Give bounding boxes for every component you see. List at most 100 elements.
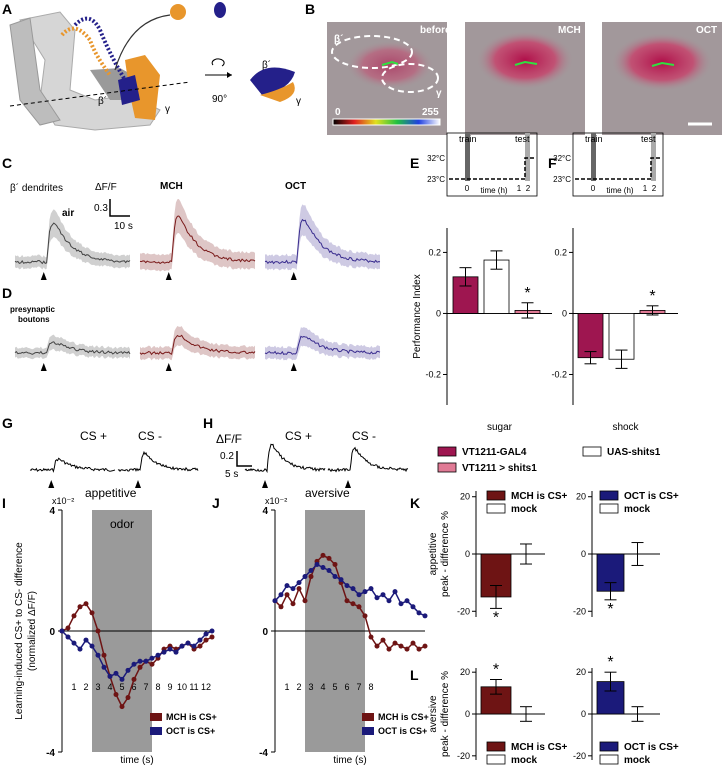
x-tick-label: 2 [296,682,301,692]
data-point [362,589,368,595]
y-tick-label: -20 [573,606,586,616]
trace [29,457,116,473]
x-tick-label: 3 [95,682,100,692]
data-point [197,637,203,643]
legend-label: MCH is CS+ [378,712,429,722]
x-tick-label: 7 [356,682,361,692]
scale-bar [236,451,252,467]
data-point [422,613,428,619]
data-point [284,592,290,598]
y-tick-label: 0.2 [428,247,441,257]
x-tick-label: 6 [344,682,349,692]
data-point [338,577,344,583]
odor-label: OCT [285,181,306,192]
y-tick-label: -20 [573,751,586,761]
data-point [362,613,368,619]
data-point [356,604,362,610]
data-point [137,664,143,670]
trace [327,446,409,473]
image-label: MCH [558,25,581,36]
data-point [380,637,386,643]
beta-label: β´ [334,34,343,45]
panel-label: E [410,155,419,171]
data-point [197,643,203,649]
stimulus-arrow [135,480,141,488]
stimulus-label: CS - [138,429,162,443]
error-bar [490,250,503,270]
data-point [185,640,191,646]
data-point [149,655,155,661]
error-bar [604,671,617,692]
region-label: presynaptic [10,305,55,314]
data-point [173,649,179,655]
data-point [119,676,125,682]
legend-swatch [599,754,619,765]
legend-label: VT1211-GAL4 [462,447,527,458]
stimulus-arrow [262,480,268,488]
x-tick-label: 3 [308,682,313,692]
legend-label: MCH is CS+ [511,491,568,502]
data-point [209,628,215,634]
error-bar [520,706,532,722]
y-axis-label: (normalized ΔF/F) [27,591,38,671]
data-point [374,643,380,649]
legend-label: mock [624,755,651,766]
data-point [131,676,137,682]
x-axis-label: shock [612,422,639,433]
temperature-line [575,157,661,180]
legend-label: UAS-shits1 [607,447,661,458]
gamma-label: γ [296,96,301,107]
x-tick-label: 1 [71,682,76,692]
data-point [65,634,71,640]
axis-multiplier: x10⁻² [52,496,74,506]
test-bar [651,133,656,181]
y-tick-label: 4 [262,506,268,517]
y-tick-label: -20 [457,751,470,761]
data-point [404,598,410,604]
data-point [368,586,374,592]
error-bar [521,302,534,319]
y-tick-label: -0.2 [425,369,441,379]
legend-swatch [599,503,619,514]
legend-swatch [362,713,374,721]
y-axis-label: Performance Index [412,274,423,359]
x-tick-label: 12 [201,682,211,692]
gamma-label: γ [436,88,442,99]
data-point [77,604,83,610]
panel-label: L [410,667,419,683]
stimulus-label: CS + [285,429,312,443]
significance-mark: * [493,662,499,679]
panel-label: J [212,495,220,511]
axis-multiplier: x10⁻² [265,496,287,506]
time-label: 0 [465,184,470,193]
error-bar [604,582,617,601]
legend-label: mock [624,504,651,515]
colorbar-min: 0 [335,107,341,118]
scale-value: 0.3 [94,203,108,214]
error-bar [520,543,532,565]
data-point [125,695,131,701]
data-point [272,598,278,604]
data-point [95,628,101,634]
data-point [302,574,308,580]
time-label: 2 [526,184,531,193]
data-point [167,646,173,652]
legend-label: VT1211 > shits1 [462,463,537,474]
legend-swatch [437,446,457,457]
time-axis-label: time (h) [480,186,507,195]
data-point [398,601,404,607]
data-point [83,601,89,607]
y-tick-label: 20 [576,492,586,502]
region-label: boutons [18,315,50,324]
stimulus-arrow [48,480,55,488]
data-point [290,601,296,607]
region-label: β´ dendrites [10,182,63,194]
y-axis-label: peak - difference % [440,511,451,597]
data-point [161,649,167,655]
temperature-label: 32°C [427,154,445,163]
panel-label: A [2,1,12,17]
trace [14,341,131,355]
data-point [416,646,422,652]
data-point [155,652,161,658]
